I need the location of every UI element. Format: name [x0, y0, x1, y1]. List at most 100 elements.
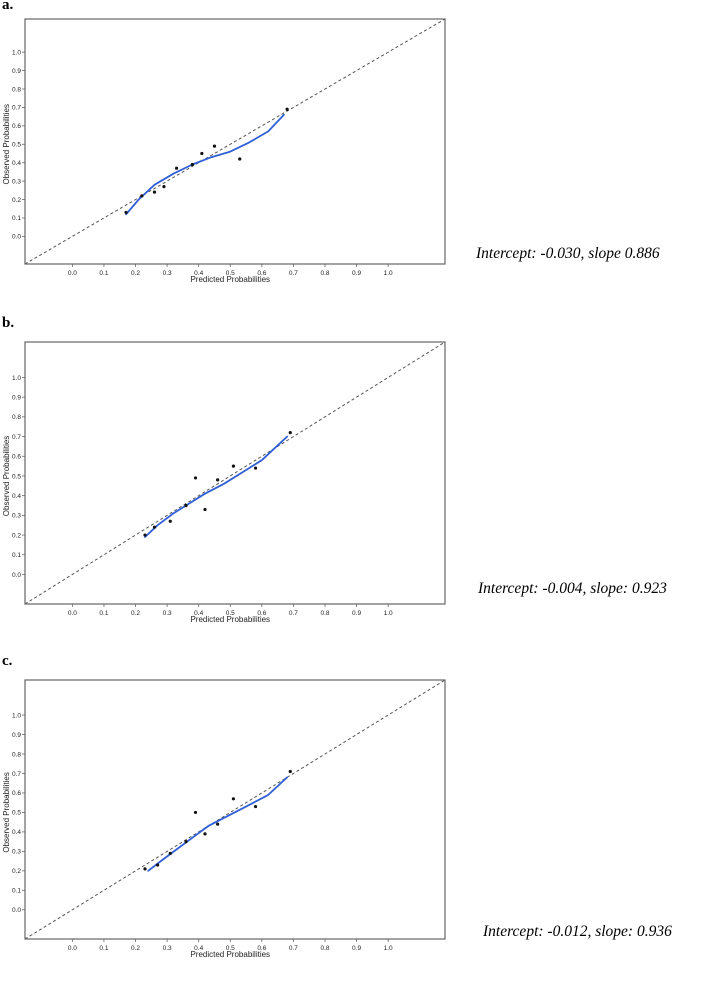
reference-diagonal-line [25, 19, 445, 264]
x-tick-label: 0.1 [99, 945, 108, 952]
y-tick-label: 0.3 [12, 178, 21, 185]
x-tick-label: 1.0 [384, 610, 393, 617]
x-tick-label: 0.3 [163, 945, 172, 952]
annotation-c: Intercept: -0.012, slope: 0.936 [483, 923, 672, 940]
data-point [203, 832, 207, 836]
smooth-calibration-curve [125, 113, 285, 216]
data-point [140, 194, 144, 198]
y-tick-label: 0.0 [12, 234, 21, 241]
data-point [190, 162, 194, 167]
data-point [143, 867, 147, 871]
calibration-plot-c: 0.0 0.1 0.2 0.3 0.4 0.5 0.6 0.7 0.8 0.9 1.0 0.0 0.1 0… [2, 679, 446, 959]
y-tick-label: 0.9 [12, 68, 21, 75]
y-tick-label: 0.6 [12, 123, 21, 130]
y-tick-label: 0.9 [12, 732, 21, 739]
data-point [212, 144, 217, 148]
y-tick-label: 0.1 [12, 888, 21, 895]
y-tick-label: 0.6 [12, 790, 21, 797]
smooth-calibration-curve [144, 435, 288, 538]
x-tick-label: 0.3 [163, 610, 172, 617]
y-tick-label: 0.4 [12, 160, 21, 167]
x-tick-label: 0.9 [352, 945, 361, 952]
data-point [174, 166, 179, 170]
data-point [193, 476, 198, 480]
data-point [184, 503, 188, 508]
y-axis-label: Observed Probabilities [2, 772, 11, 852]
data-point [231, 797, 236, 801]
y-tick-label: 0.8 [12, 86, 21, 93]
x-tick-label: 0.2 [131, 270, 140, 277]
data-point [184, 840, 188, 844]
data-point [143, 533, 147, 537]
x-axis-label: Predicted Probabilities [190, 615, 270, 624]
data-point [231, 464, 236, 468]
calibration-plot-b: 0.0 0.1 0.2 0.3 0.4 0.5 0.6 0.7 0.8 0.9 1.0 0.0 0.1 0… [2, 341, 446, 624]
x-tick-label: 0.4 [194, 610, 203, 617]
x-tick-label: 0.1 [99, 270, 108, 277]
y-tick-label: 0.0 [12, 907, 21, 914]
y-axis-label: Observed Probabilities [2, 436, 11, 516]
annotation-b: Intercept: -0.004, slope: 0.923 [478, 580, 667, 597]
data-point [288, 769, 292, 774]
plot-frame [24, 341, 446, 605]
data-point [152, 525, 157, 529]
y-tick-label: 0.3 [12, 849, 21, 856]
data-point [285, 107, 289, 111]
y-tick-label: 0.5 [12, 810, 21, 817]
reference-diagonal-line [25, 342, 445, 604]
y-tick-label: 1.0 [12, 49, 21, 56]
x-axis-label: Predicted Probabilities [190, 275, 270, 284]
x-tick-label: 0.9 [352, 270, 361, 277]
y-tick-label: 0.9 [12, 394, 21, 401]
x-axis-label: Predicted Probabilities [190, 950, 270, 959]
y-tick-label: 0.6 [12, 454, 21, 461]
x-tick-label: 0.0 [68, 945, 77, 952]
y-tick-label: 0.7 [12, 771, 21, 778]
data-point [124, 210, 128, 215]
x-tick-label: 0.5 [226, 945, 235, 952]
x-tick-label: 0.6 [257, 945, 266, 952]
x-tick-label: 0.2 [131, 945, 140, 952]
data-point [168, 851, 172, 855]
data-point [238, 157, 242, 161]
y-tick-label: 0.7 [12, 105, 21, 112]
x-tick-label: 0.8 [320, 610, 329, 617]
x-tick-label: 0.7 [289, 610, 298, 617]
y-tick-label: 0.2 [12, 197, 21, 204]
data-point [162, 185, 166, 189]
smooth-calibration-curve [147, 776, 288, 872]
y-tick-label: 0.4 [12, 493, 21, 500]
y-tick-label: 0.5 [12, 142, 21, 149]
reference-diagonal-line [25, 680, 445, 939]
annotation-a: Intercept: -0.030, slope 0.886 [476, 245, 660, 262]
data-point [216, 822, 220, 826]
x-tick-label: 0.9 [352, 610, 361, 617]
panel-label-a: a. [2, 0, 14, 13]
plot-frame [24, 18, 446, 265]
y-tick-label: 0.1 [12, 215, 21, 222]
x-tick-label: 0.0 [68, 610, 77, 617]
data-point [152, 190, 157, 194]
x-tick-label: 0.4 [194, 270, 203, 277]
data-point [216, 478, 220, 482]
x-tick-label: 0.7 [289, 270, 298, 277]
y-tick-label: 0.2 [12, 868, 21, 875]
data-point [156, 863, 160, 867]
data-point [288, 431, 292, 435]
data-point [168, 519, 172, 523]
x-tick-label: 0.2 [131, 610, 140, 617]
y-tick-label: 0.1 [12, 552, 21, 559]
y-tick-label: 1.0 [12, 712, 21, 719]
x-tick-label: 0.8 [320, 945, 329, 952]
y-tick-label: 0.0 [12, 572, 21, 579]
x-tick-label: 0.4 [194, 945, 203, 952]
calibration-plot-a: 0.0 0.1 0.2 0.3 0.4 0.5 0.6 0.7 0.8 0.9 1.0 0.0 0.1 0… [2, 18, 446, 284]
y-tick-label: 0.8 [12, 414, 21, 421]
y-tick-label: 0.4 [12, 829, 21, 836]
x-tick-label: 1.0 [384, 945, 393, 952]
x-tick-label: 0.1 [99, 610, 108, 617]
x-tick-label: 0.5 [226, 610, 235, 617]
y-tick-label: 0.7 [12, 434, 21, 441]
x-tick-label: 1.0 [384, 270, 393, 277]
x-tick-label: 0.8 [320, 270, 329, 277]
